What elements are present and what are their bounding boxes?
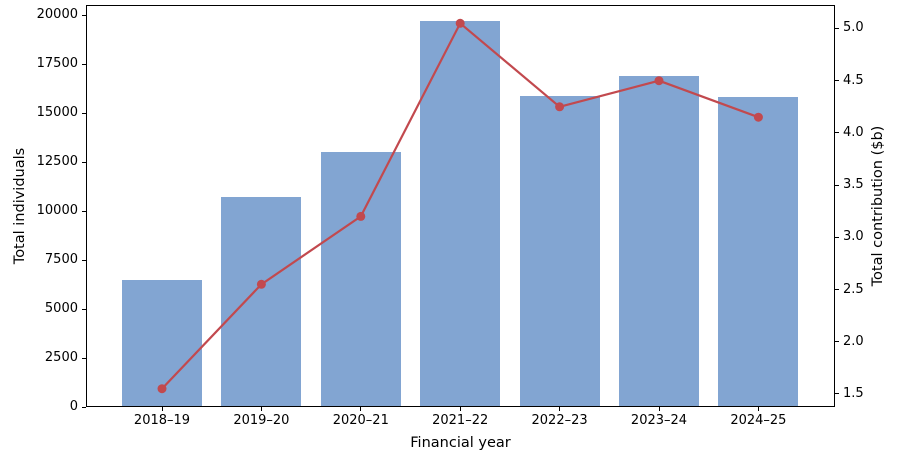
x-axis-tick-label: 2024–25	[730, 413, 787, 428]
x-axis-tick	[757, 407, 759, 411]
left-axis-tick-label: 5000	[44, 301, 78, 317]
x-axis-tick	[658, 407, 660, 411]
left-axis-tick	[82, 112, 86, 114]
x-axis-tick	[260, 407, 262, 411]
right-axis-tick-label: 4.5	[843, 72, 864, 88]
x-axis-tick-label: 2022–23	[531, 413, 588, 428]
right-axis-tick-label: 3.0	[843, 229, 864, 245]
left-axis-tick	[82, 308, 86, 310]
right-axis-tick	[835, 27, 839, 29]
right-axis-tick-label: 4.0	[843, 124, 864, 140]
left-axis-tick	[82, 406, 86, 408]
left-axis-tick	[82, 357, 86, 359]
x-axis-tick	[360, 407, 362, 411]
x-axis-tick-label: 2018–19	[133, 413, 191, 428]
x-axis-tick	[459, 407, 461, 411]
right-axis-tick	[835, 341, 839, 343]
right-axis-tick-label: 2.5	[843, 281, 864, 297]
x-axis-tick-label: 2019–20	[233, 413, 290, 428]
plot-area	[86, 5, 835, 407]
left-axis-tick-label: 20000	[36, 7, 78, 23]
left-axis-tick	[82, 14, 86, 16]
x-axis-tick-label: 2023–24	[630, 413, 688, 428]
left-axis-tick-label: 17500	[36, 56, 78, 72]
x-axis-tick	[161, 407, 163, 411]
left-axis-tick-label: 7500	[44, 252, 78, 268]
x-axis-tick	[559, 407, 561, 411]
x-axis-tick-label: 2020–21	[332, 413, 389, 428]
left-axis-tick-label: 2500	[44, 350, 78, 366]
left-axis-tick-label: 0	[69, 399, 78, 414]
right-axis-tick	[835, 289, 839, 291]
left-axis-tick	[82, 161, 86, 163]
left-axis-tick	[82, 63, 86, 65]
right-axis-tick-label: 3.5	[843, 177, 864, 193]
left-axis-tick	[82, 259, 86, 261]
right-axis-tick	[835, 393, 839, 395]
right-axis-tick-label: 1.5	[843, 385, 864, 401]
right-axis-tick	[835, 184, 839, 186]
left-axis-tick-label: 15000	[36, 105, 78, 121]
left-axis-tick-label: 10000	[36, 203, 78, 219]
x-axis-title: Financial year	[410, 435, 511, 451]
right-axis-tick	[835, 132, 839, 134]
right-axis-tick	[835, 80, 839, 82]
right-axis-tick-label: 2.0	[843, 333, 864, 349]
right-axis-tick-label: 5.0	[843, 20, 864, 36]
left-axis-tick-label: 12500	[36, 154, 78, 170]
x-axis-tick-label: 2021–22	[432, 413, 489, 428]
right-axis-title: Total contribution ($b)	[870, 125, 886, 287]
left-axis-tick	[82, 210, 86, 212]
right-axis-tick	[835, 236, 839, 238]
